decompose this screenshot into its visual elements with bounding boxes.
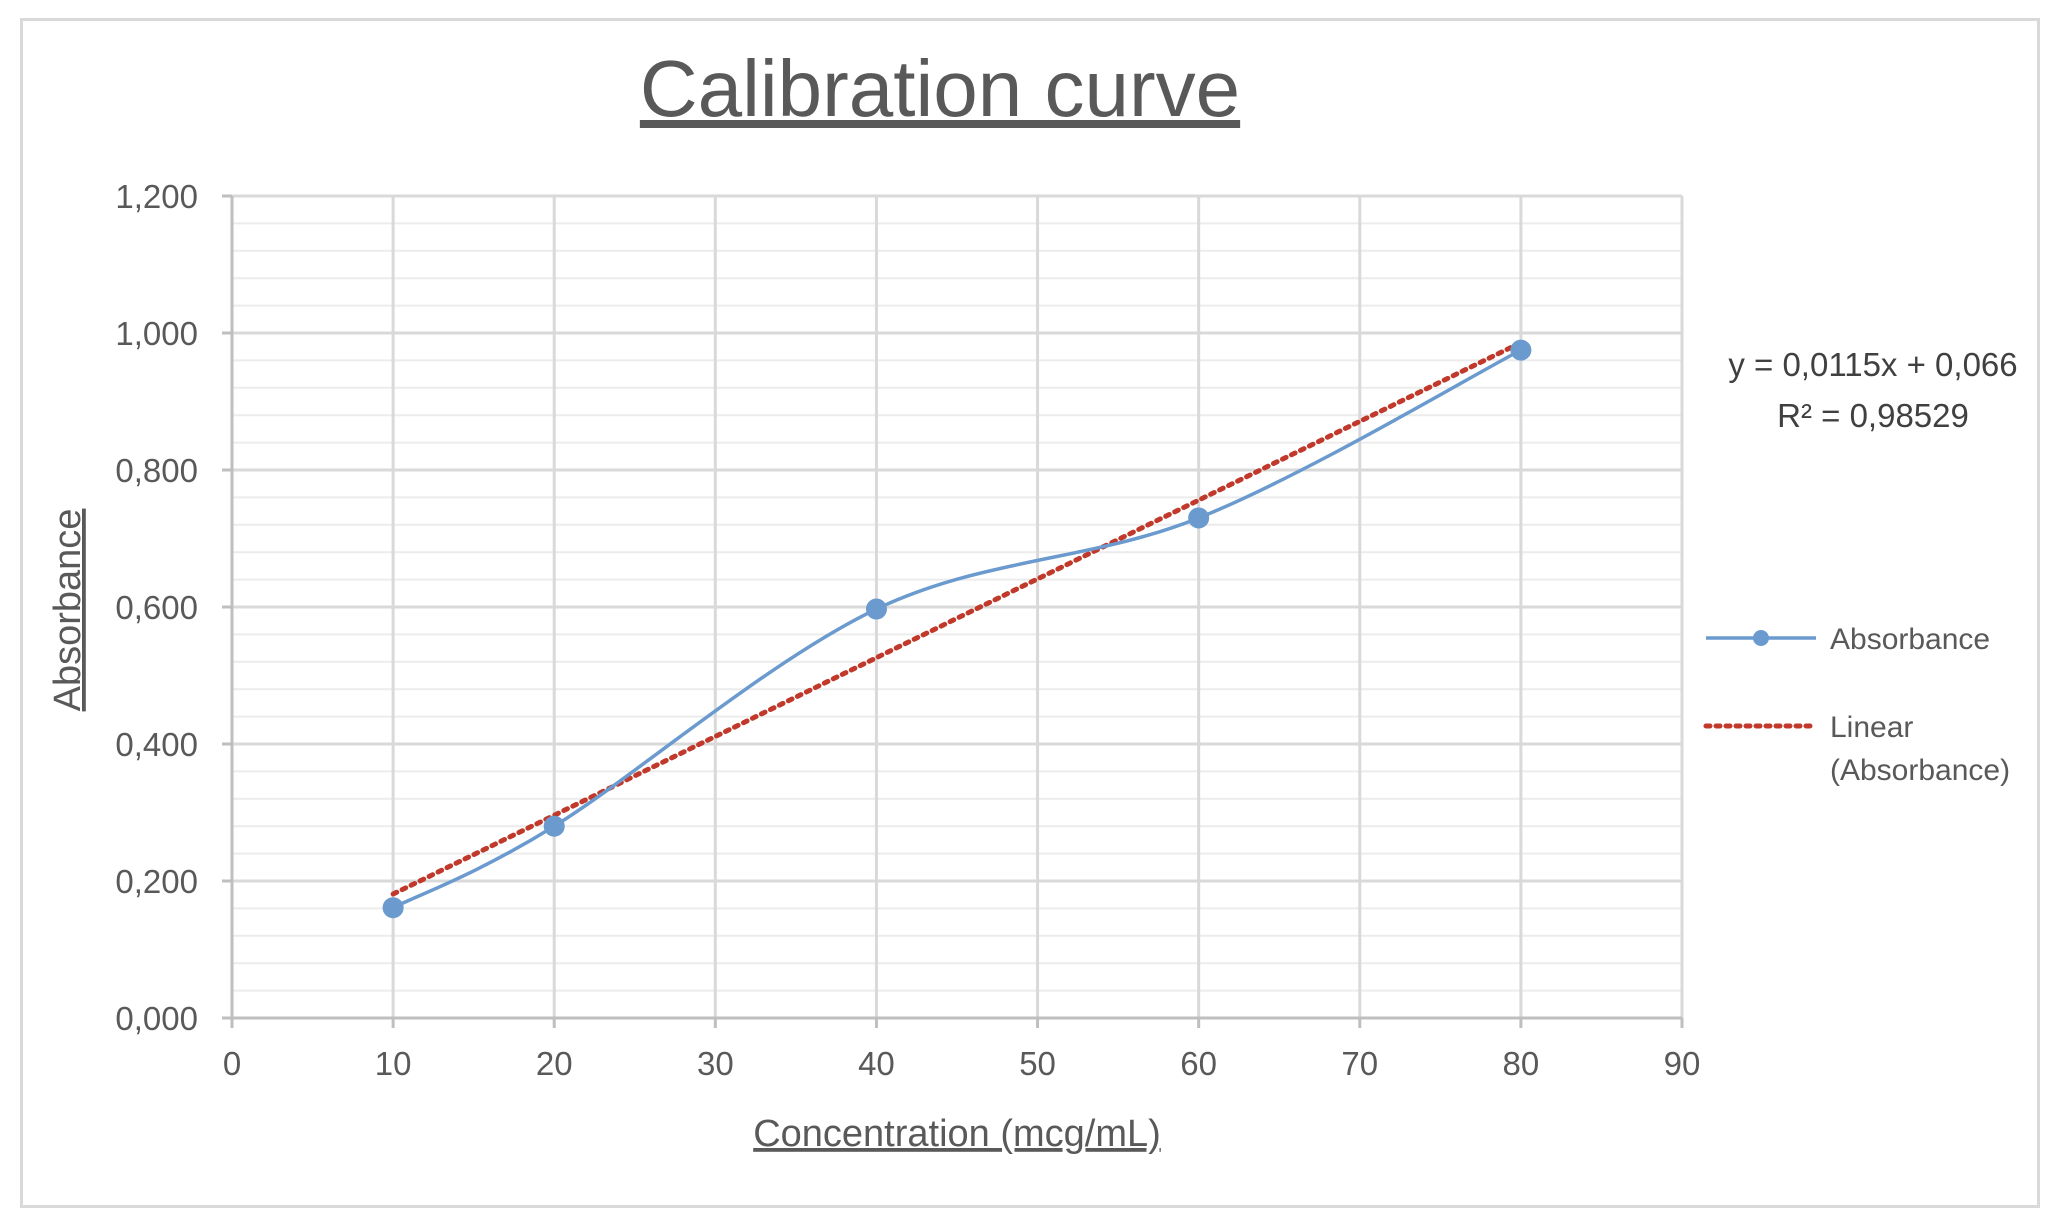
data-point: [1510, 339, 1532, 361]
x-tick-label: 80: [1503, 1045, 1540, 1082]
legend-series-swatch-marker: [1753, 630, 1769, 646]
x-tick-label: 30: [697, 1045, 734, 1082]
chart-title: Calibration curve: [640, 44, 1240, 133]
y-axis-title: Absorbance: [47, 509, 89, 712]
y-tick-label: 0,200: [115, 863, 198, 900]
legend-item-linear: Linear (Absorbance): [1703, 711, 2010, 787]
legend-label-absorbance: Absorbance: [1830, 623, 1990, 656]
x-tick-label: 10: [375, 1045, 412, 1082]
series-line-absorbance: [392, 348, 1522, 910]
x-tick-label: 40: [858, 1045, 895, 1082]
y-tick-label: 0,000: [115, 1000, 198, 1037]
legend-label-linear: Linear: [1830, 711, 1913, 744]
x-tick-label: 60: [1180, 1045, 1217, 1082]
x-tick-label: 70: [1341, 1045, 1378, 1082]
y-tick-label: 1,000: [115, 315, 198, 352]
y-tick-label: 0,800: [115, 452, 198, 489]
legend: Absorbance Linear (Absorbance): [1703, 623, 2010, 787]
chart-frame: [20, 18, 2040, 1208]
x-tick-label: 20: [536, 1045, 573, 1082]
major-gridlines: [232, 194, 1684, 1018]
legend-label-linear-cont: (Absorbance): [1830, 754, 2010, 787]
y-tick-label: 1,200: [115, 178, 198, 215]
series-layer: [382, 339, 1532, 919]
y-tick-label: 0,600: [115, 589, 198, 626]
x-tick-label: 50: [1019, 1045, 1056, 1082]
y-tick-label: 0,400: [115, 726, 198, 763]
data-point: [1188, 507, 1210, 529]
minor-gridlines: [232, 222, 1682, 992]
x-tick-label: 90: [1664, 1045, 1701, 1082]
y-axis-ticks: 0,000 0,200 0,400 0,600 0,800 1,000 1,200: [115, 178, 232, 1037]
x-axis-ticks: 0 10 20 30 40 50 60 70 80 90: [223, 1018, 1701, 1082]
data-point: [865, 598, 887, 620]
legend-item-absorbance: Absorbance: [1706, 623, 1990, 656]
linear-trendline: [390, 340, 1524, 897]
x-axis-title: Concentration (mcg/mL): [753, 1113, 1161, 1155]
trendline-r-squared: R² = 0,98529: [1777, 397, 1969, 434]
x-tick-label: 0: [223, 1045, 241, 1082]
data-point: [382, 897, 404, 919]
data-point: [543, 815, 565, 837]
trendline-equation: y = 0,0115x + 0,066: [1728, 346, 2017, 383]
